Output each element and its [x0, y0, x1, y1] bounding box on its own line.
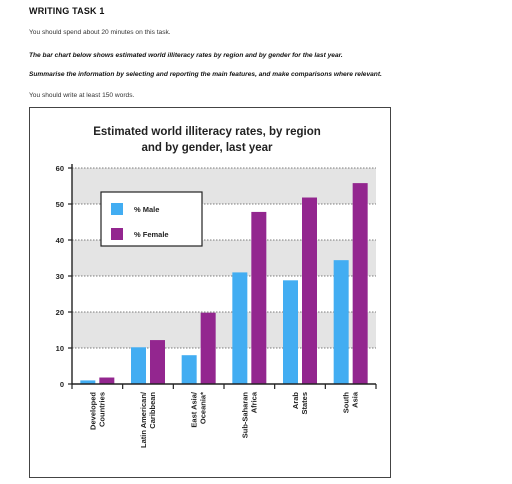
legend-label-male: % Male	[134, 205, 159, 214]
y-tick-label: 60	[56, 164, 64, 173]
task-heading: WRITING TASK 1	[29, 6, 105, 16]
word-count-note: You should write at least 150 words.	[29, 92, 135, 99]
x-category-label-line: Latin American/	[139, 391, 148, 448]
bar-female	[302, 197, 317, 384]
bar-male	[232, 272, 248, 384]
bar-female	[99, 377, 115, 384]
bar-female	[352, 183, 368, 384]
bar-male	[131, 347, 146, 384]
task-prompt: The bar chart below shows estimated worl…	[29, 52, 343, 59]
legend-label-female: % Female	[134, 230, 169, 239]
x-category-label: DevelopedCountries	[88, 392, 106, 430]
grid-band	[72, 312, 376, 348]
x-category-label-line: East Asia/	[190, 391, 199, 427]
x-category-label-line: Arab	[291, 392, 300, 410]
bar-male	[80, 380, 96, 384]
legend-swatch-male	[111, 203, 123, 215]
x-category-label: SouthAsia	[342, 391, 360, 413]
plot-area: 0 10 20 30 40 50 60 DevelopedCountries Latin Ame…	[56, 164, 377, 448]
x-category-label: East Asia/Oceania*	[190, 391, 208, 427]
x-category-label-line: Sub-Saharan	[240, 392, 249, 439]
x-category-label-line: Africa	[249, 391, 258, 413]
y-tick-label: 10	[56, 344, 64, 353]
x-category-label-line: Developed	[88, 392, 97, 430]
chart-title-line-1: Estimated world illiteracy rates, by reg…	[93, 126, 321, 138]
x-category-label-line: Oceania*	[199, 392, 208, 424]
x-category-label: Latin American/Caribbean	[139, 391, 157, 448]
bar-male	[283, 280, 298, 384]
bar-female	[200, 312, 216, 384]
chart-title-line-2: and by gender, last year	[141, 142, 273, 154]
y-tick-label: 20	[56, 308, 64, 317]
x-category-label-line: South	[342, 392, 351, 414]
y-tick-label: 50	[56, 200, 64, 209]
x-category-label-line: States	[300, 392, 309, 415]
time-note: You should spend about 20 minutes on thi…	[29, 29, 171, 36]
x-category-label-line: Caribbean	[148, 392, 157, 429]
y-tick-label: 40	[56, 236, 64, 245]
bar-female	[251, 211, 267, 384]
x-category-label-line: Countries	[97, 392, 106, 427]
x-category-label: Sub-SaharanAfrica	[240, 391, 258, 438]
task-instruction: Summarise the information by selecting a…	[29, 71, 382, 78]
bar-female	[150, 340, 165, 384]
y-tick-label: 30	[56, 272, 64, 281]
bar-chart: Estimated world illiteracy rates, by reg…	[56, 126, 377, 448]
x-category-label-line: Asia	[351, 391, 360, 408]
y-tick-label: 0	[60, 380, 64, 389]
legend-swatch-female	[111, 228, 123, 240]
legend: % Male % Female	[100, 191, 203, 247]
bar-male	[181, 355, 197, 384]
x-category-label: ArabStates	[291, 392, 309, 415]
chart-frame: Estimated world illiteracy rates, by reg…	[29, 107, 391, 478]
bar-male	[333, 260, 349, 384]
